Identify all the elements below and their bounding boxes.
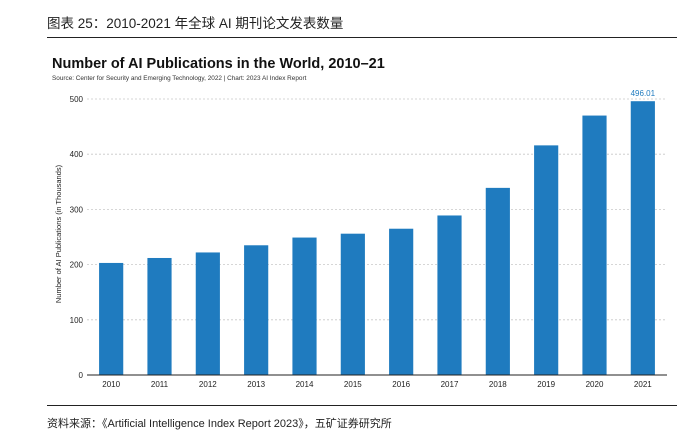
x-tick-label: 2012 [199, 380, 217, 389]
x-tick-label: 2010 [102, 380, 120, 389]
x-tick-label: 2017 [441, 380, 459, 389]
chart-subtitle: Source: Center for Security and Emerging… [52, 75, 307, 82]
x-tick-label: 2021 [634, 380, 652, 389]
bar-2017 [437, 215, 462, 375]
bars [99, 101, 655, 375]
bar-2014 [292, 237, 317, 375]
gridlines [87, 98, 667, 321]
bar-2015 [340, 233, 365, 375]
x-tick-label: 2011 [151, 380, 169, 389]
y-tick-label: 100 [70, 316, 84, 325]
y-axis-label: Number of AI Publications (in Thousands) [54, 164, 63, 303]
x-tick-label: 2020 [586, 380, 604, 389]
bar-2011 [147, 257, 172, 375]
y-tick-labels: 0 100 200 300 400 500 [70, 95, 84, 380]
x-tick-label: 2014 [296, 380, 314, 389]
bar-2013 [244, 245, 269, 375]
figure-caption: 图表 25：2010-2021 年全球 AI 期刊论文发表数量 [47, 16, 344, 31]
y-tick-label: 200 [70, 261, 84, 270]
bar-2019 [534, 145, 559, 375]
y-tick-label: 0 [79, 371, 84, 380]
bar-2020 [582, 115, 607, 375]
bar-2016 [389, 228, 414, 375]
x-tick-label: 2019 [537, 380, 555, 389]
bottom-rule [47, 405, 677, 406]
top-rule [47, 37, 677, 38]
bar-2010 [99, 262, 124, 375]
source-note: 资料来源：《Artificial Intelligence Index Repo… [47, 418, 392, 430]
y-tick-label: 300 [70, 205, 84, 214]
x-tick-label: 2015 [344, 380, 362, 389]
y-tick-label: 500 [70, 95, 84, 104]
chart-title: Number of AI Publications in the World, … [52, 56, 385, 72]
x-tick-label: 2016 [392, 380, 410, 389]
bar-2012 [195, 252, 220, 375]
data-labels: 496.01 [631, 89, 656, 98]
x-tick-labels: 2010 2011 2012 2013 2014 2015 2016 2017 2018 2019… [102, 380, 652, 389]
bar-2021 [630, 101, 655, 375]
x-tick-label: 2013 [247, 380, 265, 389]
data-label: 496.01 [631, 89, 656, 98]
bar-2018 [485, 187, 510, 375]
y-tick-label: 400 [70, 150, 84, 159]
x-tick-label: 2018 [489, 380, 507, 389]
